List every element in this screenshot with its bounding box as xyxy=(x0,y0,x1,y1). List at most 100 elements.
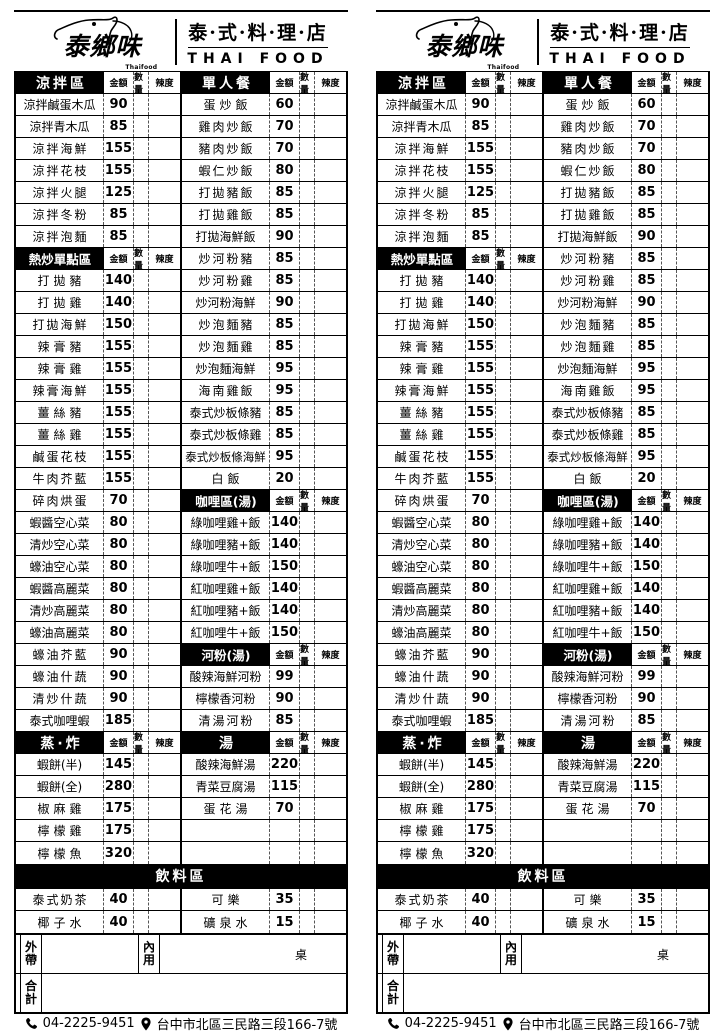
item-qty-cell[interactable] xyxy=(496,424,511,445)
item-qty-cell[interactable] xyxy=(300,666,315,687)
item-qty-cell[interactable] xyxy=(300,248,315,269)
item-qty-cell[interactable] xyxy=(300,798,315,819)
item-spice-cell[interactable] xyxy=(315,94,346,115)
item-qty-cell[interactable] xyxy=(496,889,511,910)
item-qty-cell[interactable] xyxy=(496,270,511,291)
item-qty-cell[interactable] xyxy=(496,292,511,313)
item-spice-cell[interactable] xyxy=(149,270,180,291)
item-qty-cell[interactable] xyxy=(300,292,315,313)
item-qty-cell[interactable] xyxy=(134,644,149,665)
item-spice-cell[interactable] xyxy=(511,842,542,864)
item-spice-cell[interactable] xyxy=(149,512,180,533)
item-qty-cell[interactable] xyxy=(134,842,149,864)
item-qty-cell[interactable] xyxy=(134,292,149,313)
item-spice-cell[interactable] xyxy=(677,710,708,731)
item-spice-cell[interactable] xyxy=(149,644,180,665)
item-qty-cell[interactable] xyxy=(300,446,315,467)
item-qty-cell[interactable] xyxy=(134,889,149,910)
item-qty-cell[interactable] xyxy=(662,402,677,423)
item-qty-cell[interactable] xyxy=(134,666,149,687)
item-qty-cell[interactable] xyxy=(662,424,677,445)
item-qty-cell[interactable] xyxy=(496,911,511,933)
item-qty-cell[interactable] xyxy=(134,820,149,841)
item-qty-cell[interactable] xyxy=(662,776,677,797)
item-qty-cell[interactable] xyxy=(496,358,511,379)
item-qty-cell[interactable] xyxy=(134,710,149,731)
item-qty-cell[interactable] xyxy=(134,446,149,467)
item-qty-cell[interactable] xyxy=(134,314,149,335)
item-qty-cell[interactable] xyxy=(496,94,511,115)
item-spice-cell[interactable] xyxy=(315,402,346,423)
takeout-write-area[interactable] xyxy=(42,935,138,973)
item-qty-cell[interactable] xyxy=(662,622,677,643)
item-qty-cell[interactable] xyxy=(134,622,149,643)
item-spice-cell[interactable] xyxy=(315,534,346,555)
item-qty-cell[interactable] xyxy=(662,710,677,731)
item-qty-cell[interactable] xyxy=(496,798,511,819)
item-qty-cell[interactable] xyxy=(134,776,149,797)
item-qty-cell[interactable] xyxy=(300,512,315,533)
item-spice-cell[interactable] xyxy=(511,160,542,181)
item-qty-cell[interactable] xyxy=(300,160,315,181)
item-qty-cell[interactable] xyxy=(496,556,511,577)
item-qty-cell[interactable] xyxy=(662,688,677,709)
item-spice-cell[interactable] xyxy=(511,622,542,643)
item-qty-cell[interactable] xyxy=(496,182,511,203)
item-qty-cell[interactable] xyxy=(134,380,149,401)
item-qty-cell[interactable] xyxy=(300,204,315,225)
item-qty-cell[interactable] xyxy=(496,754,511,775)
item-qty-cell[interactable] xyxy=(662,666,677,687)
item-spice-cell[interactable] xyxy=(677,292,708,313)
item-spice-cell[interactable] xyxy=(315,710,346,731)
item-qty-cell[interactable] xyxy=(662,534,677,555)
item-spice-cell[interactable] xyxy=(677,512,708,533)
item-spice-cell[interactable] xyxy=(511,226,542,247)
item-spice-cell[interactable] xyxy=(149,358,180,379)
item-spice-cell[interactable] xyxy=(511,314,542,335)
item-spice-cell[interactable] xyxy=(149,138,180,159)
item-spice-cell[interactable] xyxy=(149,776,180,797)
item-spice-cell[interactable] xyxy=(511,182,542,203)
item-qty-cell[interactable] xyxy=(300,138,315,159)
item-qty-cell[interactable] xyxy=(134,688,149,709)
item-spice-cell[interactable] xyxy=(511,578,542,599)
item-qty-cell[interactable] xyxy=(134,490,149,511)
item-qty-cell[interactable] xyxy=(300,314,315,335)
item-spice-cell[interactable] xyxy=(149,600,180,621)
item-spice-cell[interactable] xyxy=(315,204,346,225)
item-spice-cell[interactable] xyxy=(149,116,180,137)
item-spice-cell[interactable] xyxy=(149,94,180,115)
item-spice-cell[interactable] xyxy=(677,314,708,335)
item-qty-cell[interactable] xyxy=(662,889,677,910)
item-spice-cell[interactable] xyxy=(677,622,708,643)
item-spice-cell[interactable] xyxy=(677,380,708,401)
item-qty-cell[interactable] xyxy=(300,116,315,137)
item-qty-cell[interactable] xyxy=(496,666,511,687)
item-spice-cell[interactable] xyxy=(149,556,180,577)
item-qty-cell[interactable] xyxy=(496,578,511,599)
item-spice-cell[interactable] xyxy=(315,754,346,775)
item-qty-cell[interactable] xyxy=(496,688,511,709)
item-qty-cell[interactable] xyxy=(134,911,149,933)
item-qty-cell[interactable] xyxy=(496,314,511,335)
item-spice-cell[interactable] xyxy=(511,490,542,511)
item-spice-cell[interactable] xyxy=(677,776,708,797)
item-qty-cell[interactable] xyxy=(134,336,149,357)
item-spice-cell[interactable] xyxy=(677,688,708,709)
item-spice-cell[interactable] xyxy=(677,424,708,445)
item-spice-cell[interactable] xyxy=(315,468,346,489)
item-spice-cell[interactable] xyxy=(149,666,180,687)
item-spice-cell[interactable] xyxy=(677,666,708,687)
item-spice-cell[interactable] xyxy=(315,292,346,313)
item-qty-cell[interactable] xyxy=(300,468,315,489)
item-qty-cell[interactable] xyxy=(134,600,149,621)
item-qty-cell[interactable] xyxy=(134,512,149,533)
item-qty-cell[interactable] xyxy=(496,138,511,159)
item-qty-cell[interactable] xyxy=(662,314,677,335)
item-qty-cell[interactable] xyxy=(134,424,149,445)
item-qty-cell[interactable] xyxy=(134,402,149,423)
takeout-write-area[interactable] xyxy=(404,935,500,973)
item-spice-cell[interactable] xyxy=(149,468,180,489)
item-qty-cell[interactable] xyxy=(496,204,511,225)
item-spice-cell[interactable] xyxy=(511,820,542,841)
